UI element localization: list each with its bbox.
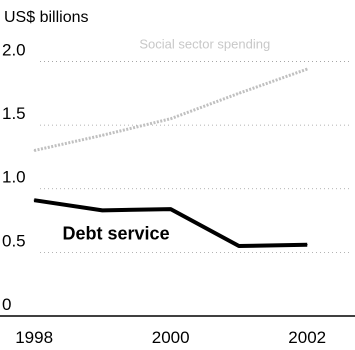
data-point <box>170 208 172 210</box>
data-point <box>306 68 308 70</box>
data-point <box>33 199 35 201</box>
social-spending-line <box>33 67 308 153</box>
x-tick-label: 1998 <box>15 328 53 347</box>
y-tick-labels: 0 0.5 1.0 1.5 2.0 <box>2 40 26 314</box>
data-point <box>101 209 103 211</box>
data-point <box>33 150 35 152</box>
y-tick-label: 0.5 <box>2 231 26 250</box>
x-tick-labels: 1998 2000 2002 <box>15 328 326 347</box>
y-tick-label: 1.5 <box>2 104 26 123</box>
x-tick-label: 2000 <box>152 328 190 347</box>
y-tick-label: 2.0 <box>2 40 26 59</box>
data-point <box>238 245 240 247</box>
y-tick-label: 1.0 <box>2 168 26 187</box>
data-point <box>170 118 172 120</box>
x-tick-label: 2002 <box>288 328 326 347</box>
y-axis-title: US$ billions <box>4 9 88 26</box>
annotations: Debt service Social sector spending <box>63 37 271 244</box>
series-lines <box>33 67 308 248</box>
data-point <box>101 134 103 136</box>
y-tick-label: 0 <box>2 295 11 314</box>
data-point <box>238 92 240 94</box>
data-point <box>306 244 308 246</box>
social-spending-label: Social sector spending <box>139 37 270 52</box>
debt-service-label: Debt service <box>63 224 170 244</box>
